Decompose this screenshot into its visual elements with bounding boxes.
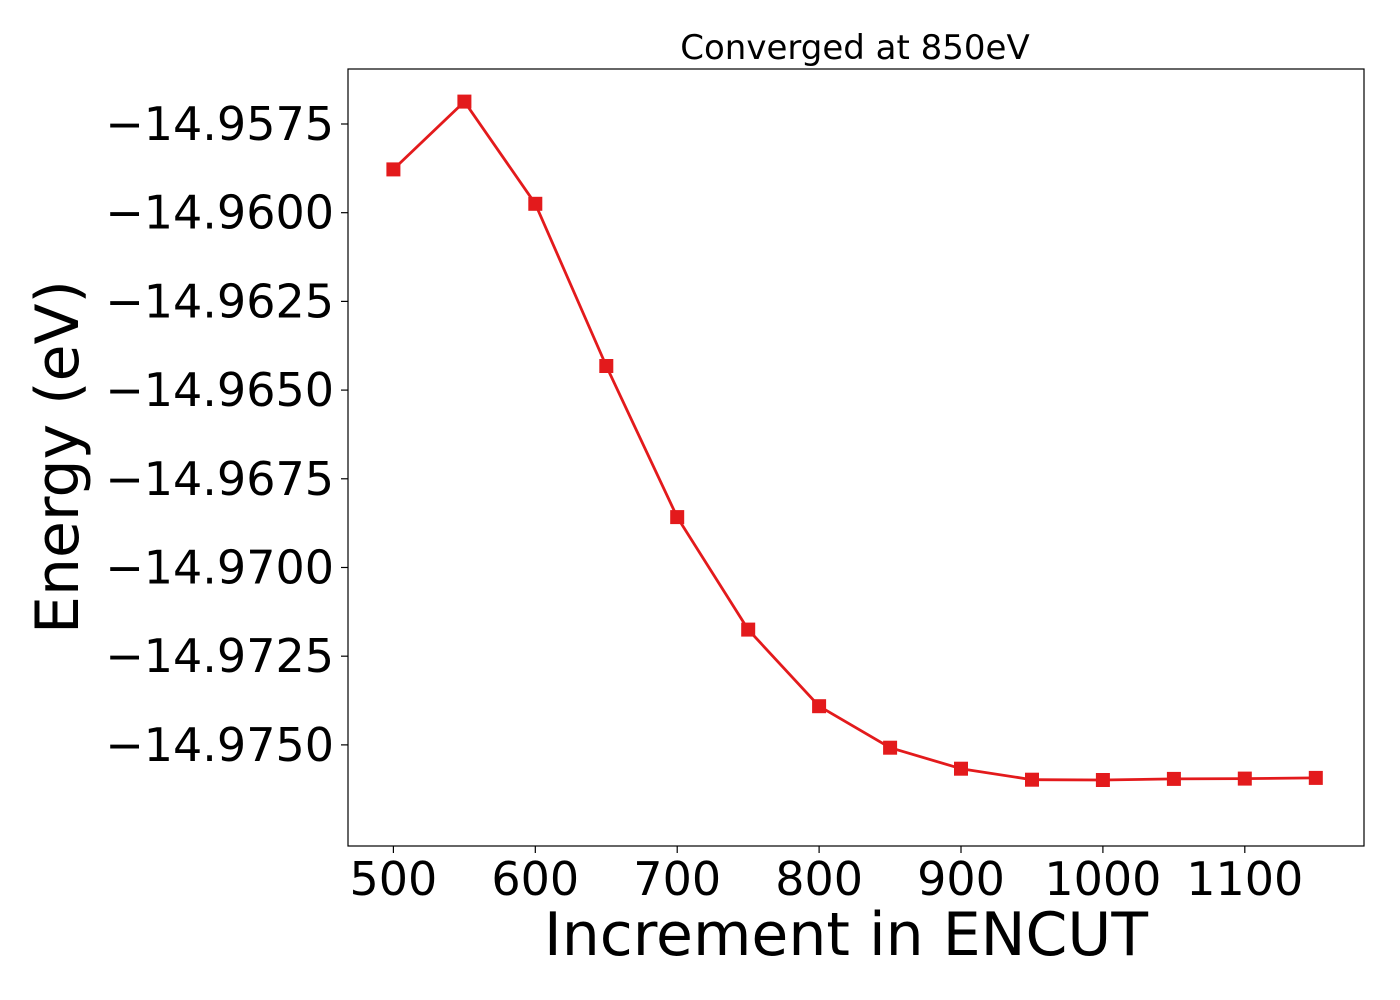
energy-series-markers: [386, 94, 1323, 787]
data-point-marker: [1237, 771, 1252, 786]
data-point-marker: [1308, 770, 1323, 785]
data-point-marker: [386, 162, 401, 177]
x-axis-label: Increment in ENCUT: [544, 900, 1148, 970]
x-tick-label: 800: [775, 852, 863, 906]
data-point-marker: [741, 622, 756, 637]
y-tick-label: −14.9575: [105, 97, 334, 151]
y-tick-label: −14.9675: [105, 452, 334, 506]
x-tick-label: 700: [633, 852, 721, 906]
x-tick-label: 600: [491, 852, 579, 906]
x-tick-label: 500: [350, 852, 438, 906]
x-tick-label: 1000: [1044, 852, 1161, 906]
data-point-marker: [457, 94, 472, 109]
y-tick-label: −14.9625: [105, 274, 334, 328]
y-axis-label: Energy (eV): [23, 280, 93, 634]
chart-title: Converged at 850eV: [680, 28, 1029, 68]
x-tick-label: 1100: [1186, 852, 1303, 906]
data-point-marker: [670, 510, 685, 525]
data-point-marker: [528, 196, 543, 211]
data-point-marker: [954, 761, 968, 776]
plot-area-frame: [347, 68, 1365, 847]
data-point-marker: [883, 740, 898, 755]
y-tick-label: −14.9600: [105, 186, 334, 240]
data-point-marker: [1025, 772, 1039, 787]
y-tick-label: −14.9750: [105, 718, 334, 772]
y-axis-ticks: −14.9575 −14.9600 −14.9625 −14.9650 −14.9675…: [105, 97, 348, 772]
x-tick-label: 900: [917, 852, 1005, 906]
x-axis-ticks: 500 600 700 800 900 1000 1100: [350, 846, 1303, 906]
y-tick-label: −14.9650: [105, 363, 334, 417]
y-tick-label: −14.9700: [105, 540, 334, 594]
y-tick-label: −14.9725: [105, 629, 334, 683]
data-point-marker: [1166, 771, 1181, 786]
data-point-marker: [812, 699, 827, 714]
data-point-marker: [599, 359, 614, 373]
energy-series-line: [392, 100, 1316, 782]
data-point-marker: [1095, 773, 1110, 787]
